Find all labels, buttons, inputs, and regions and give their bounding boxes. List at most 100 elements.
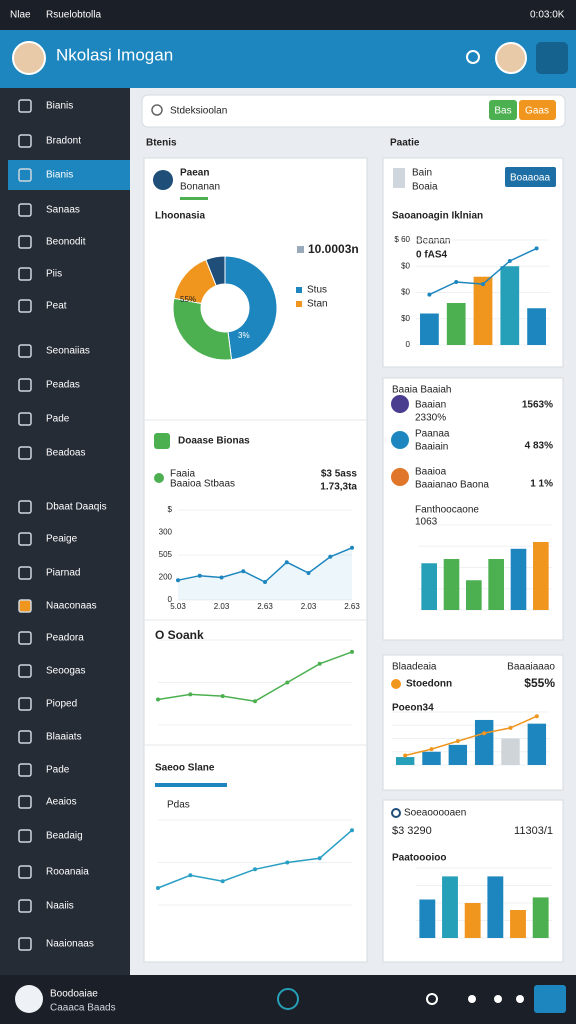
bar (464, 903, 481, 938)
nav-item[interactable]: Pade (46, 414, 70, 425)
chart-title: Fanthoocaone (415, 505, 479, 516)
bar (442, 876, 458, 938)
bar (474, 719, 494, 765)
point (507, 259, 512, 263)
home-button[interactable] (277, 988, 299, 1010)
bar (501, 738, 520, 765)
nav-item[interactable]: Rooanaia (46, 867, 89, 878)
point (241, 569, 246, 574)
nav-item[interactable]: Beadoas (46, 448, 85, 459)
item-change: 1563% (522, 400, 553, 411)
point (188, 873, 193, 878)
icon[interactable] (516, 995, 524, 1003)
nav-item[interactable]: Aeaios (46, 797, 77, 808)
search-icon[interactable] (466, 50, 480, 64)
nav-icon (18, 99, 32, 113)
row-value: $3 5ass (321, 469, 358, 480)
button[interactable] (489, 100, 517, 120)
nav-item[interactable]: Naaconaas (46, 601, 97, 612)
area (178, 547, 352, 600)
nav-icon (18, 500, 32, 514)
nav-icon (18, 344, 32, 358)
donut-slice (224, 255, 278, 361)
y-tick-label: 0 (168, 595, 173, 604)
nav-icon (18, 937, 32, 951)
avatar[interactable] (12, 41, 46, 75)
bar (443, 559, 460, 610)
icon (391, 679, 401, 689)
nav-item[interactable]: Bradont (46, 136, 81, 147)
nav-icon (18, 664, 32, 678)
nav-icon (18, 899, 32, 913)
point (263, 580, 267, 584)
item-label: Baaian (415, 400, 446, 411)
bar (466, 580, 482, 610)
action-button[interactable] (534, 985, 566, 1013)
avatar[interactable] (495, 42, 527, 74)
nav-item[interactable]: Sanaas (46, 205, 80, 216)
point (306, 571, 311, 575)
nav-item[interactable]: Bianis (46, 170, 73, 181)
nav-item[interactable]: Seonaiias (46, 346, 90, 357)
chart-title: Poeon34 (392, 703, 434, 714)
button[interactable] (505, 167, 556, 187)
icon[interactable] (494, 995, 502, 1003)
icon[interactable] (468, 995, 476, 1003)
avatar[interactable] (15, 985, 43, 1013)
nav-item[interactable]: Naaionaas (46, 939, 94, 950)
nav-item[interactable]: Bianis (46, 101, 73, 112)
nav-item[interactable]: Piarnad (46, 568, 80, 579)
nav-icon (18, 267, 32, 281)
nav-item[interactable]: Seoogas (46, 666, 85, 677)
nav-item[interactable]: Peat (46, 301, 67, 312)
search-bar[interactable] (141, 94, 566, 128)
legend-swatch (297, 246, 304, 253)
button-label: Boaaoaa (510, 173, 550, 184)
menu-button[interactable] (536, 42, 568, 74)
row-value: 11303/1 (514, 825, 553, 837)
legend-swatch (296, 287, 302, 293)
nav-icon (18, 730, 32, 744)
status-left: Nlae (10, 10, 31, 21)
nav-item[interactable]: Beonodit (46, 237, 86, 248)
row-value-sub: 1.73,3ta (320, 482, 357, 493)
nav-icon (18, 566, 32, 580)
nav-item[interactable]: Peadora (46, 633, 84, 644)
x-tick-label: 2.03 (301, 602, 317, 611)
nav-item[interactable]: Dbaat Daaqis (46, 502, 107, 513)
y-tick-label: $0 (401, 261, 410, 270)
item-value: Baaianao Baona (415, 480, 489, 491)
nav-item[interactable]: Pade (46, 765, 70, 776)
bar (488, 559, 504, 610)
point (197, 573, 202, 578)
nav-item[interactable]: Peadas (46, 380, 80, 391)
chart-title: Paatoooioo (392, 853, 446, 864)
point (481, 282, 485, 287)
point (188, 692, 193, 697)
bar (510, 910, 526, 938)
nav-item[interactable]: Naaiis (46, 901, 74, 912)
bar (473, 276, 493, 345)
status-bar (0, 0, 576, 30)
card-title: Soeaooooaen (404, 808, 466, 819)
nav-item[interactable]: Piis (46, 269, 62, 280)
nav-icon (18, 532, 32, 546)
icon[interactable] (426, 993, 438, 1005)
x-tick-label: 5.03 (170, 602, 186, 611)
button[interactable] (519, 100, 556, 120)
nav-item[interactable]: Blaaiats (46, 732, 82, 743)
point (482, 731, 487, 736)
item-label: Baaioa (415, 467, 447, 478)
legend-value: 0 fAS4 (416, 250, 448, 261)
nav-item[interactable]: Pioped (46, 699, 77, 710)
donut-slice (205, 255, 226, 287)
nav-item[interactable]: Peaige (46, 534, 78, 545)
row-label: Faaia (170, 469, 195, 480)
icon (153, 170, 173, 190)
nav-icon (18, 446, 32, 460)
nav-item[interactable]: Beadaig (46, 831, 83, 842)
bar (421, 563, 437, 610)
point (176, 578, 180, 583)
card (382, 654, 564, 791)
